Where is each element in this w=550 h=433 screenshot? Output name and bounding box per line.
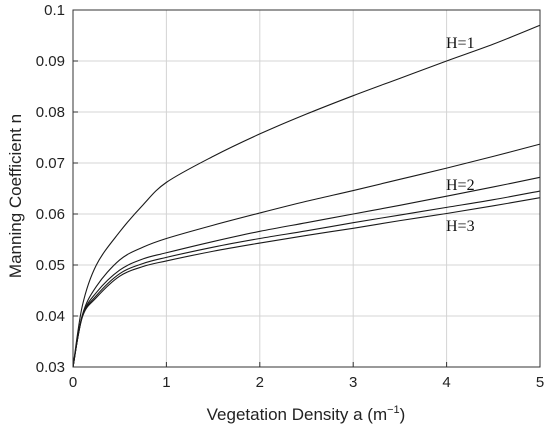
y-tick-label-5: 0.08 <box>36 104 65 121</box>
y-tick-label-6: 0.09 <box>36 53 65 70</box>
x-tick-label-2: 2 <box>256 374 264 391</box>
series-line-4 <box>72 190 541 368</box>
series-line-5 <box>72 197 541 368</box>
series-label-h-2: H=2 <box>446 177 475 194</box>
series-labels: H=1 H=2 H=3 <box>446 35 475 235</box>
y-axis-label: Manning Coefficient n <box>6 114 25 278</box>
x-tick-label-3: 3 <box>349 374 357 391</box>
series-line-3 <box>72 176 541 368</box>
y-tick-label-1: 0.04 <box>36 308 65 325</box>
y-tick-label-2: 0.05 <box>36 257 65 274</box>
x-tick-label-1: 1 <box>162 374 170 391</box>
x-tick-labels: 0 1 2 3 4 5 <box>69 362 544 391</box>
y-tick-label-0: 0.03 <box>36 359 65 376</box>
x-axis-label-superscript: −1 <box>387 404 400 416</box>
x-tick-label-0: 0 <box>69 374 77 391</box>
plot-frame <box>72 9 541 368</box>
y-tick-label-7: 0.1 <box>44 2 65 19</box>
x-tick-label-4: 4 <box>442 374 450 391</box>
series-line-1 <box>72 24 541 368</box>
y-tick-labels: 0.03 0.04 0.05 0.06 0.07 0.08 0.09 0.1 <box>36 2 78 376</box>
series-lines <box>72 24 541 368</box>
series-label-h-1: H=1 <box>446 35 475 52</box>
x-axis-label: Vegetation Density a (m−1) <box>207 404 406 424</box>
series-line-2 <box>72 143 541 368</box>
y-tick-label-4: 0.07 <box>36 155 65 172</box>
x-tick-label-5: 5 <box>536 374 544 391</box>
y-tick-label-3: 0.06 <box>36 206 65 223</box>
series-label-h-3: H=3 <box>446 218 475 235</box>
